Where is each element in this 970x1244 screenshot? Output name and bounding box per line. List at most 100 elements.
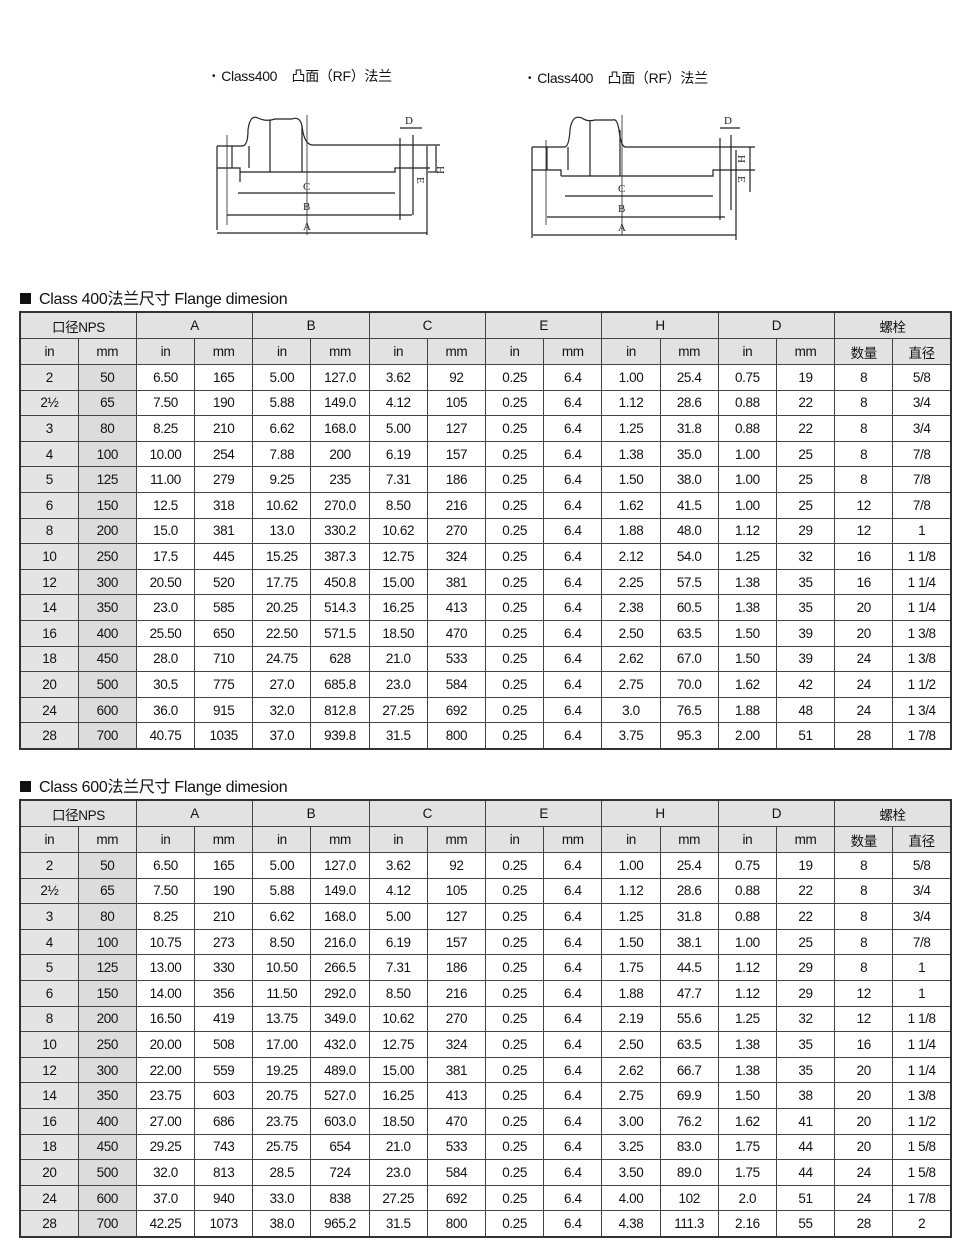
table-cell: 12 <box>834 491 894 519</box>
table-cell: 24.75 <box>252 645 312 673</box>
table-cell: 157 <box>426 440 487 468</box>
table-cell: 0.25 <box>484 1184 545 1212</box>
label-a: A <box>618 222 626 234</box>
table-cell: 7/8 <box>892 491 952 519</box>
table-cell: 533 <box>426 1133 487 1161</box>
table-cell: 31.8 <box>659 415 719 442</box>
table-cell: 1.88 <box>601 979 661 1007</box>
table-cell: 0.25 <box>484 517 545 545</box>
table-cell: 16 <box>834 568 894 596</box>
nps-cell: 250 <box>77 543 137 570</box>
table-cell: 17.5 <box>135 543 196 570</box>
table-cell: 2.38 <box>601 594 661 621</box>
table-cell: 55.6 <box>659 1005 719 1033</box>
nps-cell: 10 <box>19 543 79 570</box>
table-cell: 0.88 <box>717 903 777 930</box>
label-a: A <box>303 221 311 233</box>
table-cell: 584 <box>426 1159 487 1186</box>
table-cell: 37.0 <box>252 722 312 750</box>
table-cell: 1.25 <box>601 903 661 930</box>
table-cell: 3.62 <box>368 364 428 391</box>
table-cell: 31.8 <box>659 903 719 930</box>
column-group-header: H <box>601 799 719 827</box>
table-cell: 105 <box>426 389 487 417</box>
table-cell: 6.4 <box>543 1210 603 1238</box>
nps-cell: 3 <box>19 415 79 442</box>
column-unit-header: mm <box>775 826 836 853</box>
table-cell: 10.62 <box>368 1005 428 1033</box>
table-cell: 21.0 <box>368 1133 428 1161</box>
table-row: 24 600 36.0 915 32.0 812.8 27.25 692 0.25 6.4 3.0 7… <box>19 696 952 724</box>
table-row: 20 500 30.5 775 27.0 685.8 23.0 584 0.25 6.4 2.75 7… <box>19 671 952 698</box>
nps-cell: 450 <box>77 1133 137 1161</box>
table-cell: 0.25 <box>484 979 545 1007</box>
table-cell: 2.50 <box>601 1031 661 1058</box>
table-cell: 41 <box>775 1107 836 1135</box>
table-cell: 35.0 <box>659 440 719 468</box>
table-cell: 571.5 <box>310 619 370 647</box>
nps-cell: 4 <box>19 440 79 468</box>
column-unit-header: 直径 <box>892 826 952 853</box>
table-cell: 356 <box>194 979 254 1007</box>
table-cell: 6.4 <box>543 1056 603 1084</box>
table-cell: 812.8 <box>310 696 370 724</box>
nps-cell: 6 <box>19 979 79 1007</box>
nps-cell: 2 <box>19 852 79 879</box>
table-cell: 33.0 <box>252 1184 312 1212</box>
table-cell: 29 <box>775 517 836 545</box>
table-cell: 3.25 <box>601 1133 661 1161</box>
table-cell: 23.0 <box>368 671 428 698</box>
table-cell: 23.0 <box>135 594 196 621</box>
table-cell: 270 <box>426 517 487 545</box>
nps-cell: 350 <box>77 1082 137 1109</box>
table-cell: 6.4 <box>543 954 603 981</box>
table-cell: 210 <box>194 415 254 442</box>
table-cell: 20.00 <box>135 1031 196 1058</box>
table-cell: 12.5 <box>135 491 196 519</box>
table-cell: 8 <box>834 415 894 442</box>
table-row: 10 250 20.00 508 17.00 432.0 12.75 324 0.25 6.4 2.… <box>19 1031 952 1058</box>
column-unit-header: in <box>484 338 545 365</box>
nps-cell: 500 <box>77 1159 137 1186</box>
table-cell: 1.00 <box>601 364 661 391</box>
table-cell: 6.4 <box>543 928 603 956</box>
table-cell: 387.3 <box>310 543 370 570</box>
table-cell: 28.5 <box>252 1159 312 1186</box>
nps-cell: 150 <box>77 979 137 1007</box>
table-cell: 12.75 <box>368 543 428 570</box>
table-cell: 4.38 <box>601 1210 661 1238</box>
table-cell: 235 <box>310 466 370 493</box>
square-bullet-icon <box>20 781 31 792</box>
table-cell: 5.00 <box>252 364 312 391</box>
column-unit-header: in <box>252 338 312 365</box>
table-cell: 28.6 <box>659 877 719 905</box>
nps-cell: 2½ <box>19 389 79 417</box>
table-cell: 318 <box>194 491 254 519</box>
table-cell: 1 5/8 <box>892 1133 952 1161</box>
table-cell: 1.75 <box>717 1133 777 1161</box>
table-cell: 6.4 <box>543 1107 603 1135</box>
table-cell: 165 <box>194 852 254 879</box>
table-cell: 11.50 <box>252 979 312 1007</box>
table-cell: 2 <box>892 1210 952 1238</box>
table-cell: 4.12 <box>368 877 428 905</box>
flange-table-class600: 口径NPS A B C E H D 螺栓 in mm in mm in mm in mm in mm in mm in m… <box>19 799 952 1238</box>
column-group-header: B <box>252 799 370 827</box>
table-cell: 270.0 <box>310 491 370 519</box>
column-group-header: 螺栓 <box>834 311 952 339</box>
label-h: H <box>735 155 747 163</box>
table-cell: 13.00 <box>135 954 196 981</box>
nps-cell: 125 <box>77 954 137 981</box>
column-group-header: H <box>601 311 719 339</box>
table-cell: 0.25 <box>484 568 545 596</box>
table-cell: 514.3 <box>310 594 370 621</box>
table-cell: 10.62 <box>252 491 312 519</box>
table-row: 12 300 22.00 559 19.25 489.0 15.00 381 0.25 6.4 2.… <box>19 1056 952 1084</box>
table-cell: 800 <box>426 722 487 750</box>
table-cell: 6.4 <box>543 645 603 673</box>
table-cell: 0.25 <box>484 1107 545 1135</box>
table-cell: 6.4 <box>543 517 603 545</box>
table-cell: 775 <box>194 671 254 698</box>
table-cell: 10.75 <box>135 928 196 956</box>
table-cell: 1.25 <box>717 1005 777 1033</box>
